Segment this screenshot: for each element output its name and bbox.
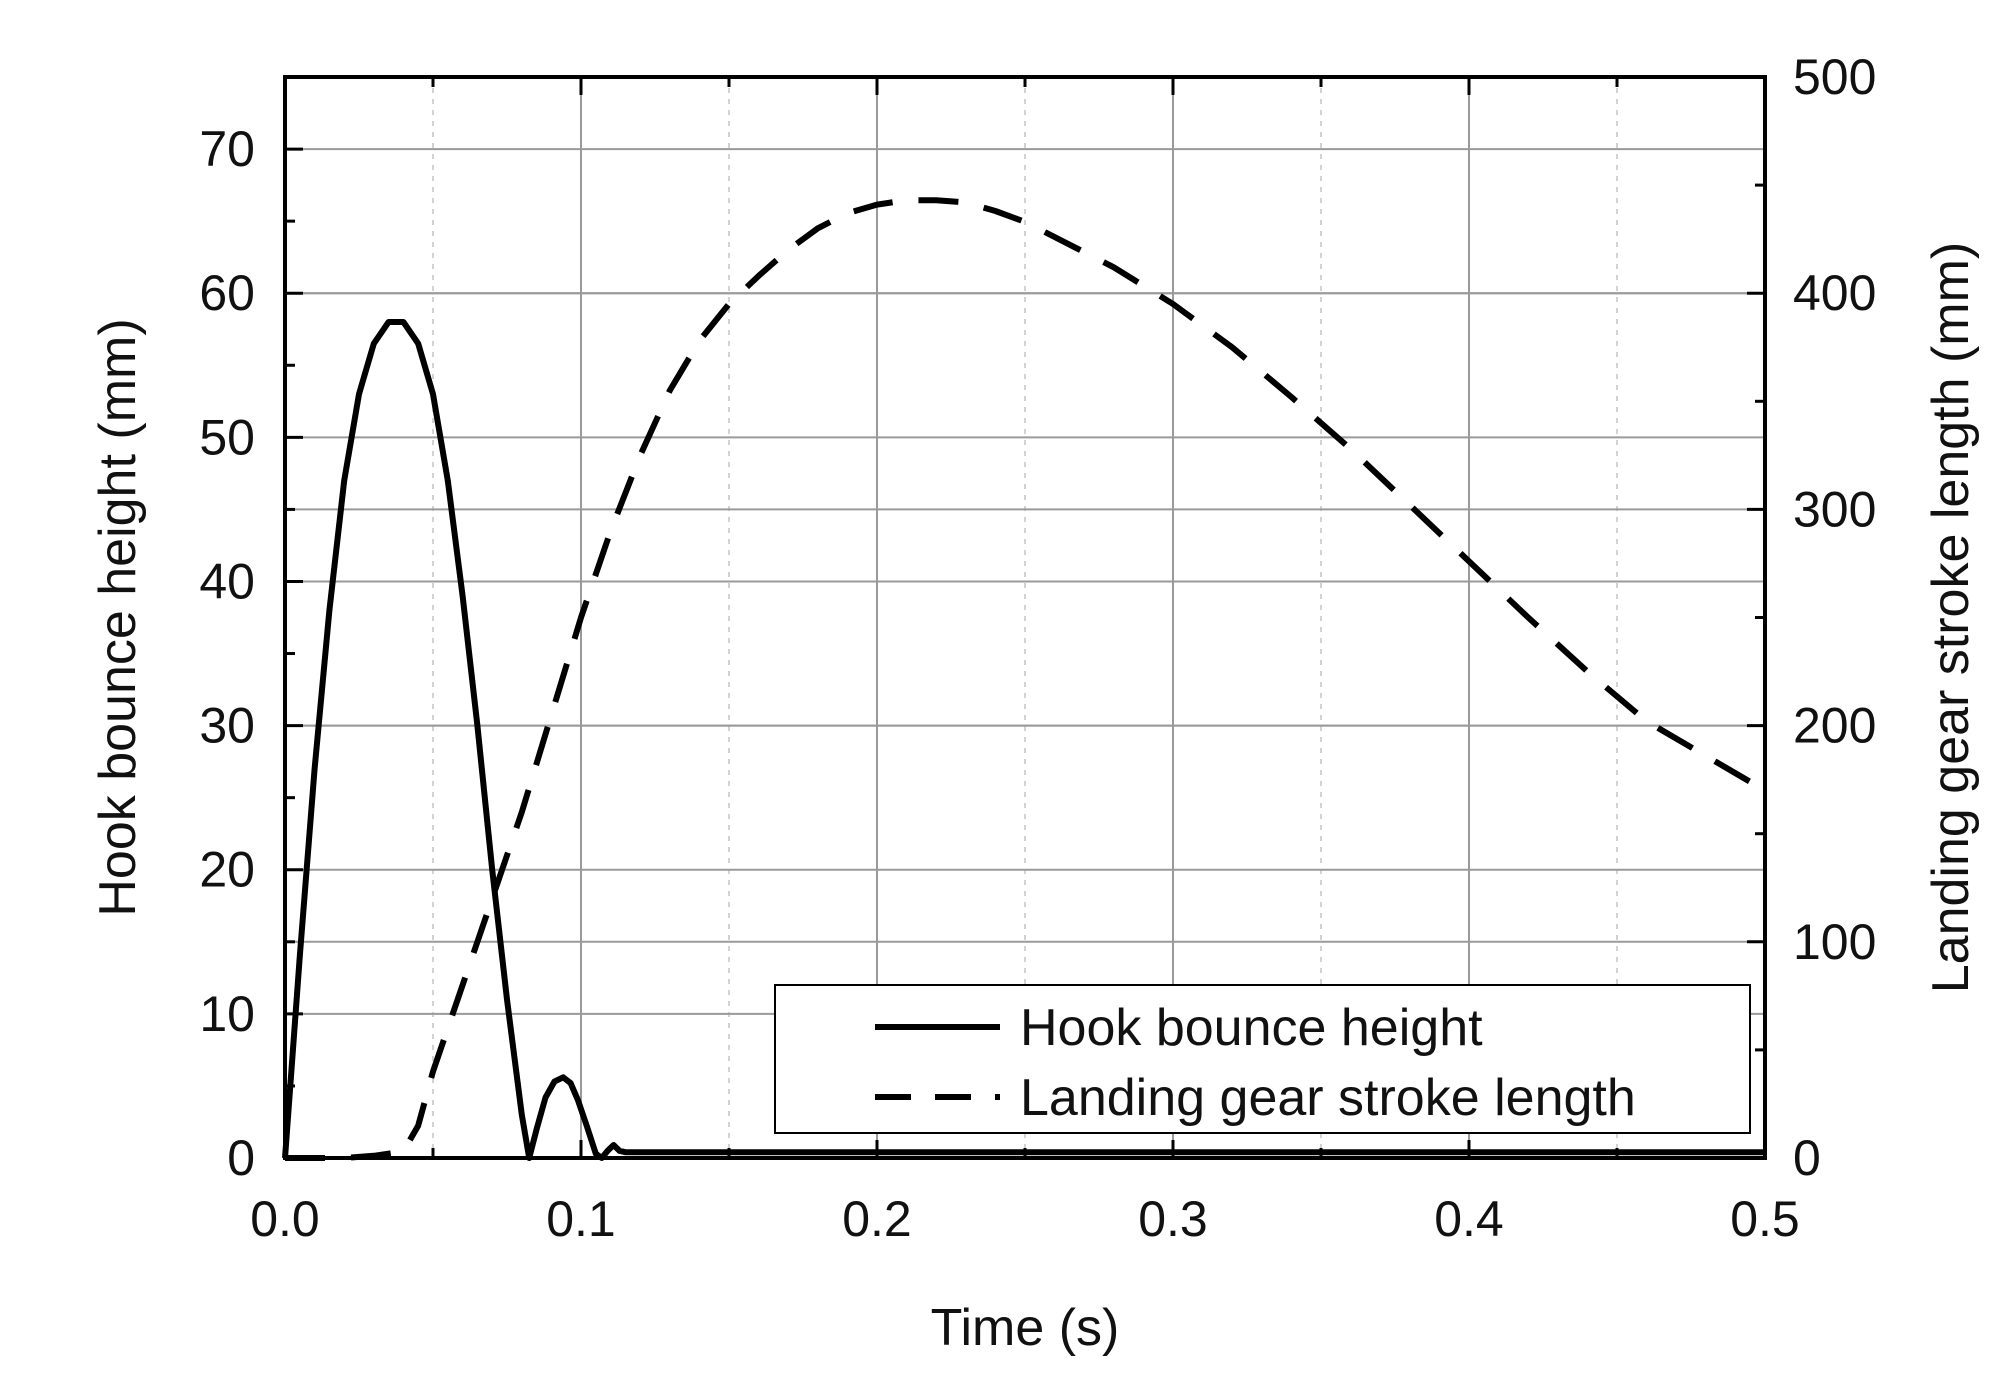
landing-gear-stroke-length-line (285, 197, 1767, 1161)
grid-lines (285, 77, 1765, 1158)
y-left-tick-label: 50 (199, 409, 255, 465)
x-tick-label: 0.3 (1138, 1191, 1208, 1247)
x-tick-label: 0.2 (842, 1191, 912, 1247)
y-left-tick-label: 70 (199, 121, 255, 177)
y-right-tick-label: 300 (1793, 481, 1876, 537)
y-right-tick-label: 100 (1793, 914, 1876, 970)
legend-box (774, 984, 1751, 1134)
y-left-tick-label: 60 (199, 265, 255, 321)
legend-label-landing-gear-stroke-length: Landing gear stroke length (1020, 1069, 1636, 1127)
x-tick-label: 0.4 (1434, 1191, 1504, 1247)
legend: Hook bounce height Landing gear stroke l… (774, 984, 1751, 1134)
x-tick-label: 0.0 (250, 1191, 320, 1247)
y-right-tick-label: 500 (1793, 49, 1876, 105)
legend-label-hook-bounce-height: Hook bounce height (1020, 999, 1483, 1057)
y-right-tick-label: 400 (1793, 265, 1876, 321)
y-left-tick-label: 10 (199, 986, 255, 1042)
x-axis-label: Time (s) (931, 1299, 1120, 1357)
y-axis-right-label: Landing gear stroke length (mm) (1922, 242, 1980, 994)
y-right-tick-label: 200 (1793, 698, 1876, 754)
y-left-tick-label: 0 (227, 1130, 255, 1186)
tick-labels: 0.0 0.1 0.2 0.3 0.4 0.50102030405060700100200… (199, 49, 1876, 1247)
y-axis-left-label: Hook bounce height (mm) (89, 318, 147, 916)
y-right-tick-label: 0 (1793, 1130, 1821, 1186)
x-tick-label: 0.5 (1730, 1191, 1800, 1247)
y-left-tick-label: 40 (199, 553, 255, 609)
y-left-tick-label: 20 (199, 842, 255, 898)
y-left-tick-label: 30 (199, 698, 255, 754)
x-tick-label: 0.1 (546, 1191, 616, 1247)
axis-ticks (283, 75, 1767, 1160)
